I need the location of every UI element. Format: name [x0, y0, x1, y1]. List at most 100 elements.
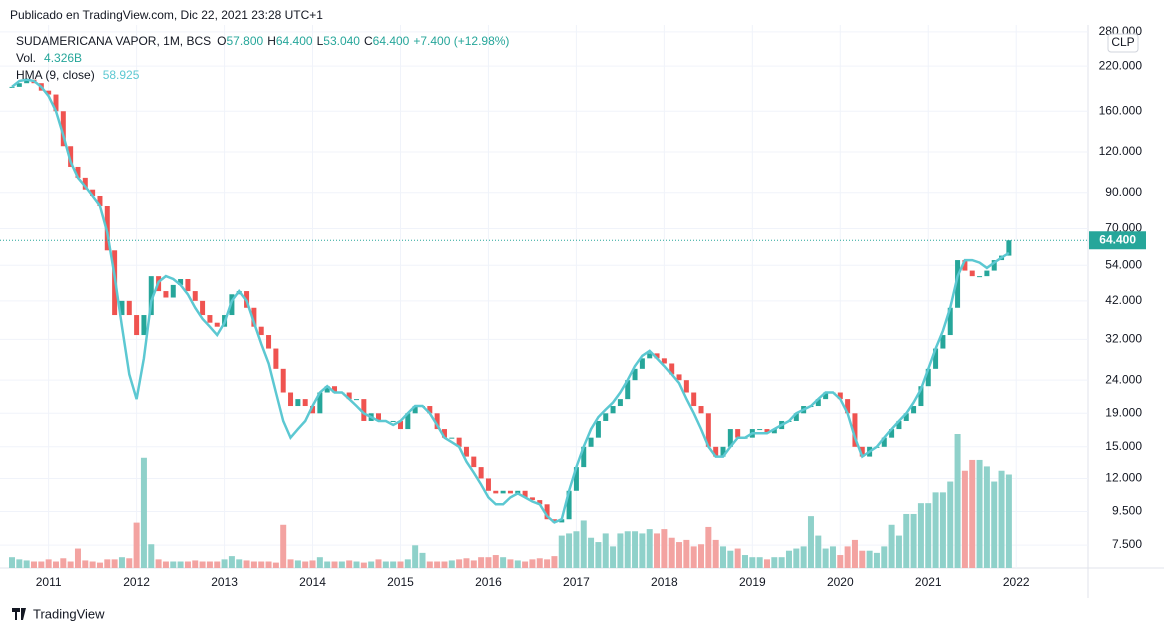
- volume-bar: [654, 533, 661, 568]
- volume-bar: [331, 561, 338, 568]
- logo: [12, 608, 26, 620]
- volume-bar: [448, 560, 455, 568]
- y-tick-label: 160.000: [1099, 103, 1143, 117]
- candle: [735, 429, 741, 438]
- volume-bar: [199, 561, 206, 568]
- volume-bar: [785, 550, 792, 568]
- price-tag: [1089, 231, 1146, 250]
- y-tick-label: 70.000: [1105, 221, 1142, 235]
- volume-bar: [353, 561, 360, 568]
- candle: [324, 386, 330, 393]
- volume-bar: [690, 546, 697, 568]
- volume-bar: [9, 557, 15, 568]
- candle: [713, 446, 719, 457]
- y-tick-label: 90.000: [1105, 185, 1142, 199]
- candle: [705, 413, 711, 447]
- candle: [427, 406, 433, 414]
- y-tick-label: 32.000: [1105, 332, 1142, 346]
- candle: [185, 279, 191, 292]
- candle: [845, 399, 851, 414]
- candle: [405, 413, 411, 430]
- volume-bar: [492, 555, 499, 568]
- volume-bar: [404, 559, 411, 568]
- candle: [163, 291, 169, 298]
- candle: [859, 446, 865, 457]
- volume-bar: [851, 539, 858, 568]
- volume-bar: [133, 522, 140, 568]
- volume-bar: [82, 560, 89, 568]
- candle: [683, 380, 689, 393]
- volume-bar: [793, 548, 800, 568]
- candle: [478, 467, 484, 479]
- candle: [266, 335, 272, 349]
- candle: [493, 490, 499, 494]
- candle: [610, 406, 616, 414]
- volume-bar: [294, 560, 301, 568]
- volume-bar: [456, 559, 463, 568]
- volume-bar: [683, 539, 690, 568]
- candle: [947, 307, 953, 336]
- volume-bar: [917, 503, 924, 568]
- volume-bar: [140, 457, 147, 568]
- volume-bar: [382, 561, 389, 568]
- volume-bar: [529, 559, 536, 568]
- candle: [771, 429, 777, 434]
- volume-bar: [866, 550, 873, 568]
- candle: [302, 399, 308, 407]
- volume-bar: [265, 561, 272, 568]
- y-tick-label: 12.000: [1105, 471, 1142, 485]
- volume-bar: [749, 557, 756, 568]
- volume-bar: [624, 531, 631, 568]
- volume-bar: [368, 561, 375, 568]
- candle: [529, 497, 535, 501]
- volume-bar: [829, 546, 836, 568]
- volume-bar: [38, 561, 45, 568]
- candle: [925, 368, 931, 387]
- volume-bar: [617, 533, 624, 568]
- c-label: C: [364, 34, 373, 48]
- candle: [537, 500, 543, 505]
- volume-bar: [324, 561, 331, 568]
- candle: [332, 386, 338, 393]
- currency[interactable]: CLP: [1111, 35, 1134, 49]
- volume-bar: [976, 459, 983, 568]
- volume-bar: [184, 561, 191, 568]
- volume-bar: [214, 561, 221, 568]
- c: 64.400: [373, 34, 410, 48]
- candle: [654, 353, 660, 359]
- candle: [691, 392, 697, 407]
- x-tick-label: 2022: [1003, 575, 1030, 589]
- x-tick-label: 2016: [475, 575, 502, 589]
- candle: [918, 386, 924, 407]
- x-tick-label: 2014: [299, 575, 326, 589]
- candle: [60, 111, 66, 147]
- candle: [126, 300, 132, 316]
- volume-bar: [162, 561, 169, 568]
- volume-bar: [712, 539, 719, 568]
- volume-bar: [170, 561, 177, 568]
- volume-bar: [873, 552, 880, 568]
- y-tick-label: 54.000: [1105, 257, 1142, 271]
- vol-label: Vol.: [16, 51, 36, 65]
- volume-bar: [895, 535, 902, 568]
- volume-bar: [720, 546, 727, 568]
- candle: [75, 166, 81, 178]
- volume-bar: [910, 513, 917, 568]
- y-tick-label: 24.000: [1105, 372, 1142, 386]
- candle: [200, 300, 206, 316]
- volume-bar: [426, 561, 433, 568]
- volume-bar: [844, 546, 851, 568]
- volume-bar: [155, 559, 162, 568]
- hma-line: [11, 78, 1010, 524]
- volume-bar: [236, 559, 243, 568]
- candle: [955, 260, 961, 308]
- volume-bar: [573, 531, 580, 568]
- candle: [485, 478, 491, 491]
- candle: [676, 374, 682, 381]
- candle: [698, 406, 704, 414]
- x-tick-label: 2012: [123, 575, 150, 589]
- currency-badge[interactable]: [1107, 33, 1139, 53]
- volume-bar: [815, 535, 822, 568]
- candle: [192, 291, 198, 301]
- volume-bar: [947, 481, 954, 568]
